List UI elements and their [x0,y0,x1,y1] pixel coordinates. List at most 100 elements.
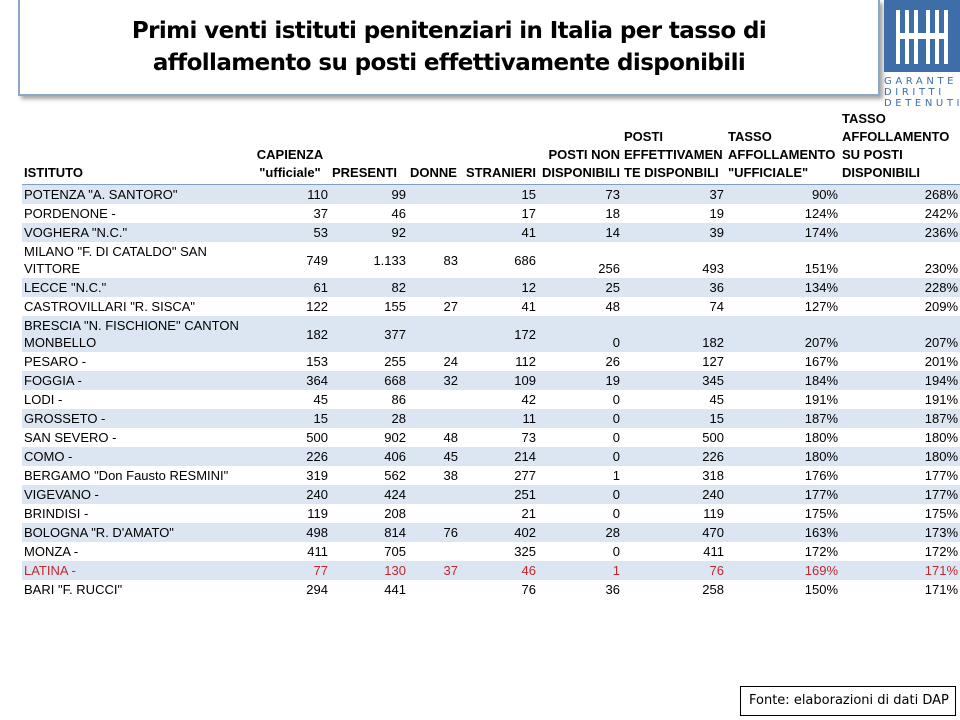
cell-stranieri: 686 [514,252,536,268]
cell-presenti: 255 [384,354,406,369]
cell-capienza: 53 [313,225,328,240]
cell-posti-non: 0 [612,449,620,464]
cell-capienza: 364 [306,373,328,388]
cell-stranieri: 76 [521,582,536,597]
cell-tasso-disp: 172% [924,544,958,559]
cell-capienza: 411 [307,544,328,559]
cell-presenti: 155 [384,299,406,314]
cell-posti-non: 0 [612,487,620,502]
cell-tasso-disp: 191% [924,392,958,407]
cell-tasso-disp: 207% [924,335,958,350]
cell-posti-eff: 240 [702,487,724,502]
header-donne: DONNE [408,110,460,185]
cell-tasso-uff: 191% [804,392,838,407]
cell-stranieri: 73 [521,430,536,445]
table-row: CASTROVILLARI "R. SISCA" 122 155 27 41 48 74 12… [22,297,960,316]
cell-posti-non: 0 [612,430,620,445]
cell-donne [408,316,460,352]
table-row: LECCE "N.C." 61 82 12 25 36 134% 228% [22,278,960,297]
cell-tasso-uff: 176% [804,468,838,483]
cell-istituto: BOLOGNA "R. D'AMATO" [24,525,174,540]
cell-stranieri: 42 [521,392,536,407]
cell-posti-non: 18 [605,206,620,221]
cell-capienza: 500 [306,430,328,445]
cell-donne: 83 [443,252,458,268]
cell-posti-non: 28 [605,525,620,540]
cell-tasso-uff: 150% [804,582,838,597]
cell-stranieri: 41 [521,225,536,240]
cell-capienza: 498 [306,525,328,540]
table-row: COMO - 226 406 45 214 0 226 180% 180% [22,447,960,466]
cell-stranieri: 21 [521,506,536,521]
cell-istituto: SAN SEVERO - [24,430,117,445]
cell-presenti: 406 [384,449,406,464]
cell-posti-eff: 226 [702,449,724,464]
table-row: VIGEVANO - 240 424 251 0 240 177% 177% [22,485,960,504]
table-row: PESARO - 153 255 24 112 26 127 167% 201% [22,352,960,371]
cell-presenti: 99 [391,187,406,202]
cell-stranieri: 109 [514,373,536,388]
cell-istituto: BRINDISI - [24,506,89,521]
cell-posti-eff: 258 [702,582,724,597]
cell-stranieri: 17 [521,206,536,221]
cell-stranieri: 12 [521,280,536,295]
cell-presenti: 441 [384,582,406,597]
table-row: MONZA - 411 705 325 0 411 172% 172% [22,542,960,561]
logo-line: GARANTE [884,76,958,87]
cell-capienza: 122 [306,299,328,314]
cell-donne [408,542,460,561]
cell-posti-eff: 345 [702,373,724,388]
cell-presenti: 814 [384,525,406,540]
cell-tasso-disp: 242% [924,206,958,221]
cell-istituto: BERGAMO "Don Fausto RESMINI" [24,468,229,483]
cell-donne: 76 [443,525,458,540]
cell-tasso-uff: 172% [804,544,838,559]
table-row: LATINA - 77 130 37 46 1 76 169% 171% [22,561,960,580]
cell-tasso-disp: 177% [924,487,958,502]
cell-posti-non: 26 [605,354,620,369]
cell-donne: 24 [443,354,458,369]
cell-stranieri: 15 [521,187,536,202]
cell-posti-eff: 15 [709,411,724,426]
table-row: PORDENONE - 37 46 17 18 19 124% 242% [22,204,960,223]
cell-presenti: 1.133 [373,252,406,268]
cell-posti-eff: 37 [709,187,724,202]
cell-capienza: 37 [313,206,328,221]
cell-tasso-disp: 175% [924,506,958,521]
cell-capienza: 61 [313,280,328,295]
logo-text: GARANTE DIRITTI DETENUTI [884,76,960,109]
cell-istituto: CASTROVILLARI "R. SISCA" [24,299,196,314]
table-row: GROSSETO - 15 28 11 0 15 187% 187% [22,409,960,428]
cell-istituto: PORDENONE - [24,206,116,221]
cell-tasso-uff: 169% [804,563,838,578]
cell-tasso-uff: 163% [804,525,838,540]
cell-istituto: COMO - [24,449,73,464]
cell-tasso-disp: 187% [924,411,958,426]
table-row: BARI "F. RUCCI" 294 441 76 36 258 150% 171% [22,580,960,599]
source-note: Fonte: elaborazioni di dati DAP [740,686,956,716]
cell-istituto: BRESCIA "N. FISCHIONE" CANTON MONBELLO [24,318,239,350]
cell-istituto: VOGHERA "N.C." [24,225,128,240]
cell-tasso-disp: 230% [924,261,958,276]
cell-capienza: 153 [306,354,328,369]
cell-tasso-uff: 187% [804,411,838,426]
cell-tasso-disp: 236% [924,225,958,240]
cell-donne [408,390,460,409]
cell-posti-non: 36 [605,582,620,597]
cell-stranieri: 277 [514,468,536,483]
cell-presenti: 562 [384,468,406,483]
cell-stranieri: 172 [514,326,536,342]
cell-presenti: 705 [384,544,406,559]
cell-posti-eff: 76 [709,563,724,578]
cell-tasso-disp: 180% [924,430,958,445]
cell-capienza: 110 [307,187,328,202]
cell-capienza: 749 [306,252,328,268]
cell-posti-eff: 45 [709,392,724,407]
cell-presenti: 86 [391,392,406,407]
cell-capienza: 319 [306,468,328,483]
cell-posti-non: 25 [605,280,620,295]
cell-tasso-uff: 184% [804,373,838,388]
cell-donne: 37 [443,563,458,578]
table-row: MILANO "F. DI CATALDO" SAN VITTORE 749 1.1… [22,242,960,278]
cell-tasso-uff: 134% [804,280,838,295]
